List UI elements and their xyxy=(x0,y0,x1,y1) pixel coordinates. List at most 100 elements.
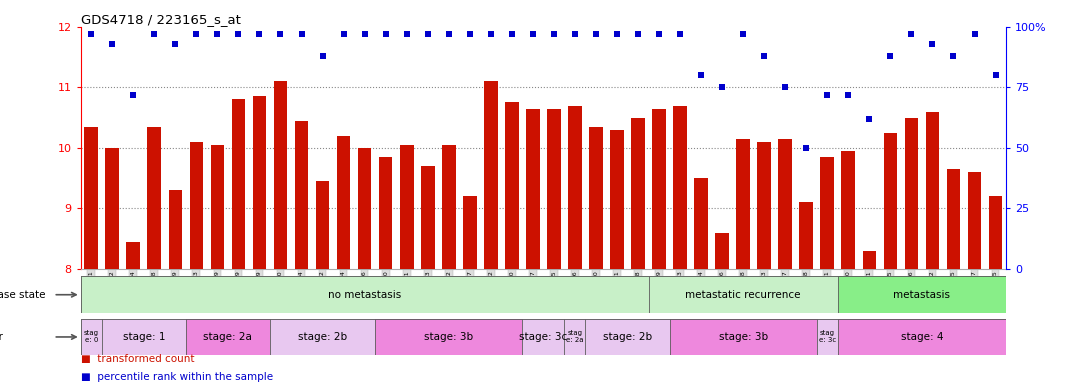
Point xyxy=(125,91,142,98)
Point xyxy=(945,53,962,59)
Point xyxy=(797,145,815,151)
Point xyxy=(145,31,162,37)
Point xyxy=(462,31,479,37)
Bar xyxy=(147,127,161,269)
Bar xyxy=(442,145,455,269)
Point xyxy=(735,31,752,37)
Text: stage: 4: stage: 4 xyxy=(901,332,944,342)
Bar xyxy=(522,319,565,355)
Bar xyxy=(81,276,649,313)
Bar xyxy=(652,109,666,269)
Text: stage: 2b: stage: 2b xyxy=(603,332,652,342)
Bar xyxy=(484,81,497,269)
Bar xyxy=(649,276,838,313)
Text: disease state: disease state xyxy=(0,290,45,300)
Point xyxy=(524,31,541,37)
Bar xyxy=(400,145,413,269)
Point xyxy=(713,84,731,91)
Bar xyxy=(565,319,585,355)
Bar xyxy=(585,319,669,355)
Point xyxy=(419,31,436,37)
Bar xyxy=(841,151,855,269)
Bar xyxy=(669,319,817,355)
Bar xyxy=(925,112,939,269)
Point xyxy=(755,53,773,59)
Bar xyxy=(379,157,393,269)
Point xyxy=(546,31,563,37)
Point xyxy=(187,31,204,37)
Point xyxy=(924,41,942,47)
Bar xyxy=(315,181,329,269)
Point xyxy=(398,31,415,37)
Point xyxy=(293,31,310,37)
Point xyxy=(861,116,878,122)
Bar xyxy=(81,319,102,355)
Bar xyxy=(211,145,224,269)
Point xyxy=(167,41,184,47)
Bar xyxy=(84,127,98,269)
Bar xyxy=(863,251,876,269)
Bar xyxy=(610,130,624,269)
Text: ■  percentile rank within the sample: ■ percentile rank within the sample xyxy=(81,372,273,382)
Point xyxy=(987,72,1004,78)
Bar xyxy=(967,172,981,269)
Bar xyxy=(989,196,1003,269)
Point xyxy=(903,31,920,37)
Point xyxy=(839,91,856,98)
Point xyxy=(881,53,898,59)
Bar xyxy=(231,99,245,269)
Bar xyxy=(376,319,522,355)
Text: metastasis: metastasis xyxy=(893,290,950,300)
Bar xyxy=(632,118,645,269)
Bar xyxy=(905,118,918,269)
Bar xyxy=(821,157,834,269)
Text: metastatic recurrence: metastatic recurrence xyxy=(685,290,801,300)
Bar xyxy=(590,127,603,269)
Bar xyxy=(838,276,1006,313)
Text: stage: 3c: stage: 3c xyxy=(520,332,567,342)
Bar xyxy=(358,148,371,269)
Bar xyxy=(568,106,582,269)
Point xyxy=(629,31,647,37)
Text: stage: 2a: stage: 2a xyxy=(203,332,253,342)
Point xyxy=(819,91,836,98)
Text: stag
e: 2a: stag e: 2a xyxy=(566,331,583,343)
Bar xyxy=(189,142,203,269)
Point xyxy=(209,31,226,37)
Bar xyxy=(102,319,186,355)
Bar xyxy=(799,202,813,269)
Text: stage: 3b: stage: 3b xyxy=(719,332,768,342)
Bar xyxy=(270,319,376,355)
Point xyxy=(83,31,100,37)
Bar xyxy=(421,166,435,269)
Bar xyxy=(947,169,960,269)
Bar xyxy=(883,133,897,269)
Point xyxy=(272,31,289,37)
Point xyxy=(377,31,394,37)
Point xyxy=(314,53,331,59)
Text: other: other xyxy=(0,332,3,342)
Bar xyxy=(758,142,771,269)
Text: stage: 3b: stage: 3b xyxy=(424,332,473,342)
Point xyxy=(650,31,667,37)
Point xyxy=(608,31,625,37)
Text: stag
e: 0: stag e: 0 xyxy=(84,331,99,343)
Point xyxy=(440,31,457,37)
Bar xyxy=(169,190,182,269)
Bar xyxy=(127,242,140,269)
Text: no metastasis: no metastasis xyxy=(328,290,401,300)
Text: ■  transformed count: ■ transformed count xyxy=(81,354,194,364)
Bar xyxy=(694,178,708,269)
Point xyxy=(103,41,121,47)
Bar xyxy=(526,109,540,269)
Bar xyxy=(337,136,351,269)
Point xyxy=(251,31,268,37)
Point xyxy=(230,31,247,37)
Text: stage: 1: stage: 1 xyxy=(123,332,165,342)
Point xyxy=(966,31,983,37)
Point xyxy=(356,31,373,37)
Bar xyxy=(716,233,728,269)
Point xyxy=(671,31,689,37)
Bar xyxy=(736,139,750,269)
Text: stage: 2b: stage: 2b xyxy=(298,332,348,342)
